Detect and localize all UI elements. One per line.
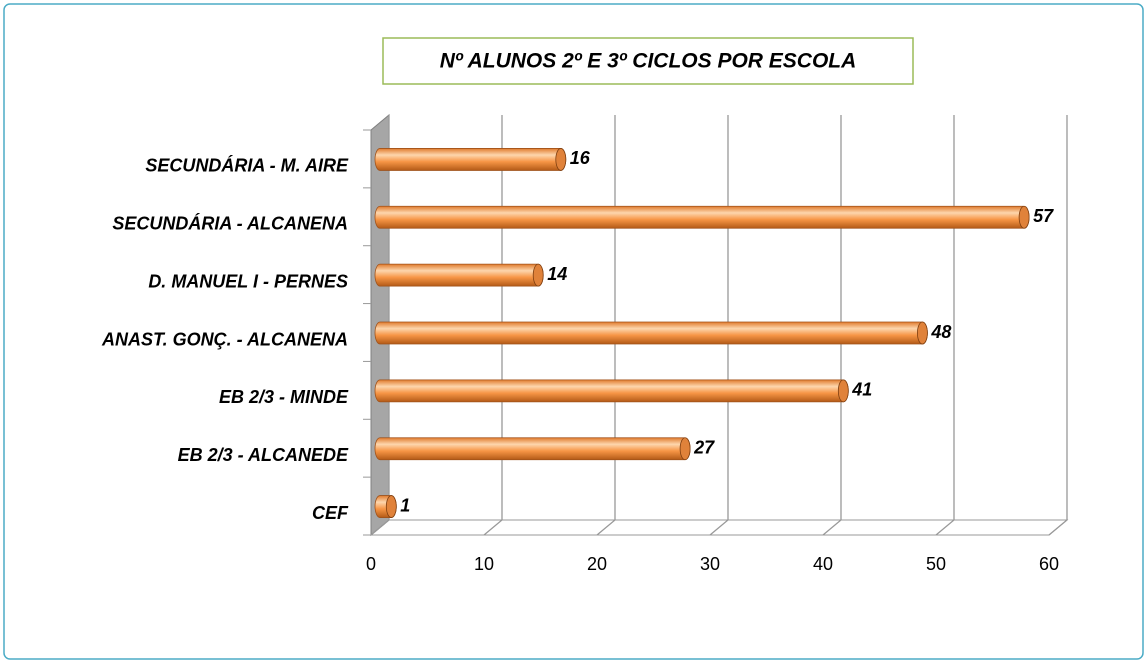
bar <box>374 379 849 403</box>
grid-line <box>370 115 390 536</box>
value-label: 48 <box>930 322 951 342</box>
y-tick-label: EB 2/3 - ALCANEDE <box>178 445 349 465</box>
x-tick-label: 10 <box>474 554 494 574</box>
x-tick-label: 60 <box>1039 554 1059 574</box>
bar <box>374 321 928 345</box>
value-label: 41 <box>851 380 872 400</box>
y-tick-label: D. MANUEL I - PERNES <box>148 271 348 291</box>
x-tick-label: 50 <box>926 554 946 574</box>
y-tick-label: CEF <box>312 503 349 523</box>
grid-line <box>1048 115 1068 536</box>
value-label: 27 <box>693 437 715 457</box>
y-tick-label: SECUNDÁRIA - ALCANENA <box>112 213 348 234</box>
bar <box>374 495 397 518</box>
value-label: 57 <box>1033 206 1054 226</box>
value-label: 14 <box>547 264 567 284</box>
y-tick-label: ANAST. GONÇ. - ALCANENA <box>101 329 348 349</box>
grid-line <box>709 115 729 536</box>
chart-title: Nº ALUNOS 2º E 3º CICLOS POR ESCOLA <box>440 50 857 73</box>
bar <box>374 437 691 461</box>
grid-line <box>822 115 842 536</box>
y-tick-label: EB 2/3 - MINDE <box>219 387 349 407</box>
x-tick-label: 0 <box>366 554 376 574</box>
x-tick-label: 20 <box>587 554 607 574</box>
grid-line <box>483 115 503 536</box>
value-label: 1 <box>400 495 410 515</box>
value-label: 16 <box>570 148 591 168</box>
grid-line <box>596 115 616 536</box>
title-box <box>382 37 914 85</box>
grid-line <box>935 115 955 536</box>
x-tick-label: 30 <box>700 554 720 574</box>
bar <box>374 148 567 171</box>
bar <box>374 205 1030 229</box>
bar <box>374 263 544 287</box>
y-tick-label: SECUNDÁRIA - M. AIRE <box>145 155 349 176</box>
x-tick-label: 40 <box>813 554 833 574</box>
